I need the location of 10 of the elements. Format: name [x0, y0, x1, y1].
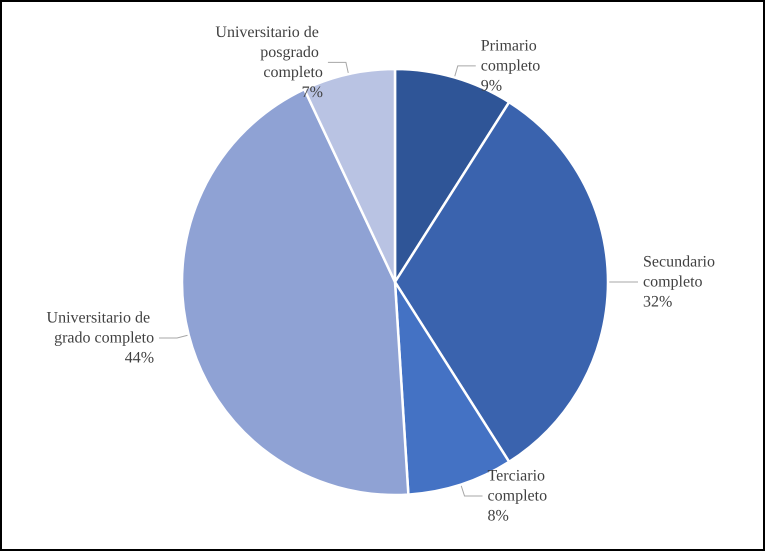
- data-label: 9%: [480, 77, 502, 94]
- data-label: 32%: [643, 294, 672, 310]
- data-label: 44%: [124, 349, 154, 366]
- slice-label: Primario completo: [480, 37, 541, 74]
- data-label: 8%: [488, 507, 509, 524]
- data-label: 7%: [302, 84, 323, 101]
- slice-label: Universitario de posgrado completo: [215, 24, 323, 81]
- slice-label: Secundario completo: [643, 254, 719, 290]
- slice-label: Universitario de grado completo: [46, 309, 154, 346]
- slice-label: Terciario completo: [488, 467, 550, 504]
